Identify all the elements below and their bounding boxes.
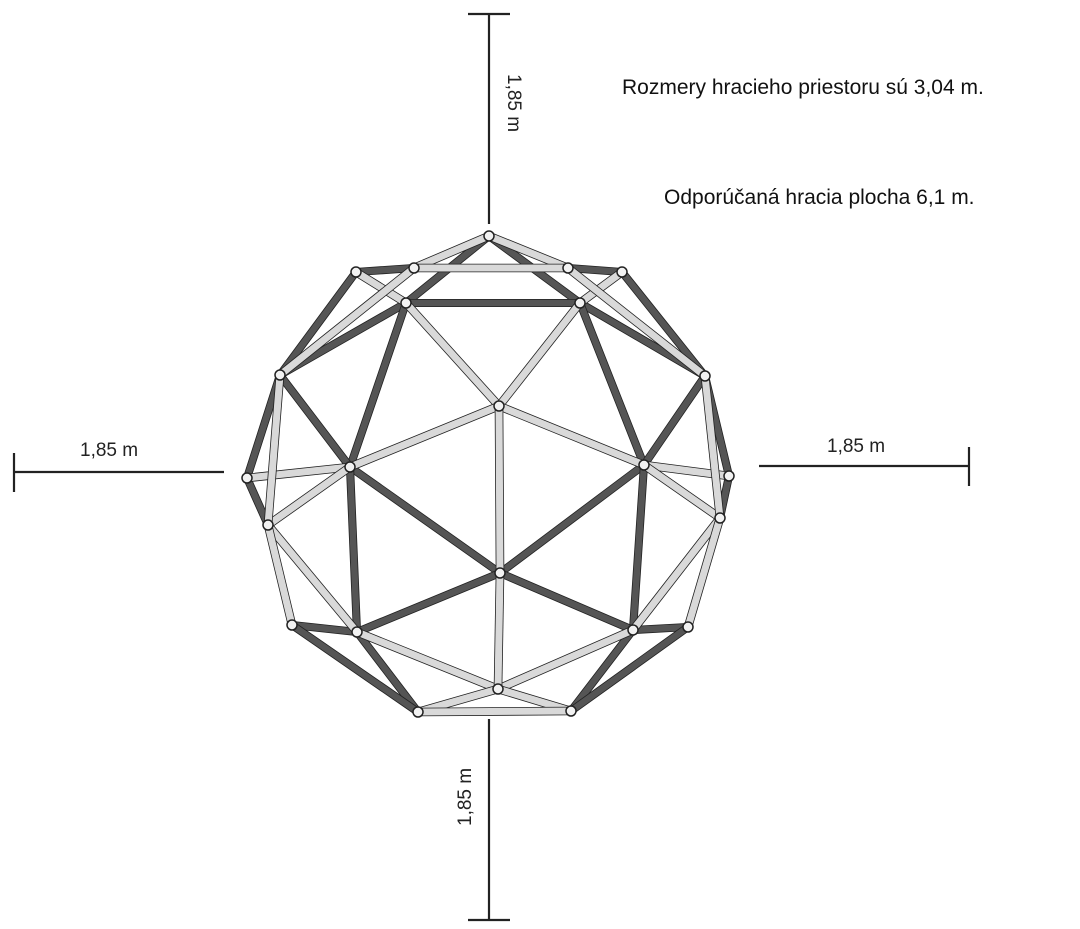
strut-light: [495, 299, 584, 410]
dimension-top-label: 1,85 m: [503, 74, 524, 132]
geodesic-dome: [241, 230, 735, 718]
strut-light: [410, 232, 493, 272]
dimension-right-label: 1,85 m: [827, 436, 885, 457]
strut-light: [495, 402, 504, 577]
hub-connector: [616, 266, 628, 278]
hub-connector: [483, 230, 495, 242]
hub-connector: [562, 262, 574, 274]
strut-dark: [496, 569, 637, 634]
strut-light: [701, 372, 724, 522]
hub-connector: [494, 567, 506, 579]
strut-dark: [567, 623, 692, 715]
strut-light: [346, 402, 503, 471]
hub-connector: [627, 624, 639, 636]
dimension-bottom-label: 1,85 m: [455, 768, 476, 826]
hub-connector: [723, 470, 735, 482]
dimension-bottom: 1,85 m: [455, 719, 510, 922]
strut-dark: [288, 621, 361, 636]
strut-light: [494, 626, 637, 693]
strut-dark: [576, 299, 648, 469]
hub-connector: [344, 461, 356, 473]
hub-connector: [262, 519, 274, 531]
hub-connector: [714, 512, 726, 524]
hub-connector: [574, 297, 586, 309]
strut-light: [494, 569, 504, 693]
strut-light: [576, 268, 626, 307]
hub-connector: [565, 705, 577, 717]
dimension-left: 1,85 m: [12, 440, 224, 492]
dimension-left-label: 1,85 m: [80, 440, 138, 461]
strut-light: [353, 628, 502, 693]
strut-light: [564, 264, 709, 380]
strut-light: [640, 461, 724, 522]
strut-light: [264, 463, 354, 529]
strut-dark: [640, 372, 709, 469]
strut-light: [352, 268, 410, 307]
strut-dark: [353, 628, 422, 716]
strut-dark: [496, 461, 648, 577]
strut-light: [264, 521, 361, 636]
strut-light: [402, 299, 503, 410]
hub-connector: [492, 683, 504, 695]
strut-dark: [346, 299, 410, 471]
hub-connector: [400, 297, 412, 309]
strut-dark: [346, 463, 361, 636]
strut-dark: [276, 268, 360, 379]
strut-dark: [564, 264, 626, 276]
strut-dark: [353, 569, 504, 636]
hub-connector: [351, 626, 363, 638]
hub-connector: [408, 262, 420, 274]
strut-light: [684, 514, 724, 631]
strut-light: [264, 371, 284, 529]
strut-light: [276, 264, 418, 379]
strut-dark: [629, 461, 648, 634]
strut-dark: [288, 621, 422, 716]
hub-connector: [638, 459, 650, 471]
hub-connector: [699, 370, 711, 382]
hub-connector: [682, 621, 694, 633]
strut-dark: [618, 268, 709, 380]
strut-light: [243, 463, 354, 482]
strut-light: [414, 707, 575, 716]
hub-connector: [350, 266, 362, 278]
dimension-top: 1,85 m: [468, 12, 524, 224]
strut-light: [485, 232, 572, 272]
strut-light: [629, 514, 724, 634]
play-area-note: Rozmery hracieho priestoru sú 3,04 m.: [622, 76, 984, 99]
hub-connector: [412, 706, 424, 718]
strut-dark: [629, 623, 692, 634]
hub-connector: [241, 472, 253, 484]
strut-light: [264, 521, 296, 629]
strut-dark: [567, 626, 637, 715]
hub-connector: [286, 619, 298, 631]
hub-connector: [493, 400, 505, 412]
strut-dark: [276, 371, 354, 471]
strut-dark: [352, 264, 418, 276]
strut-dark: [346, 463, 504, 577]
hub-connector: [274, 369, 286, 381]
dimension-right: 1,85 m: [759, 436, 971, 486]
recommended-area-note: Odporúčaná hracia plocha 6,1 m.: [664, 186, 975, 209]
strut-light: [495, 402, 648, 469]
